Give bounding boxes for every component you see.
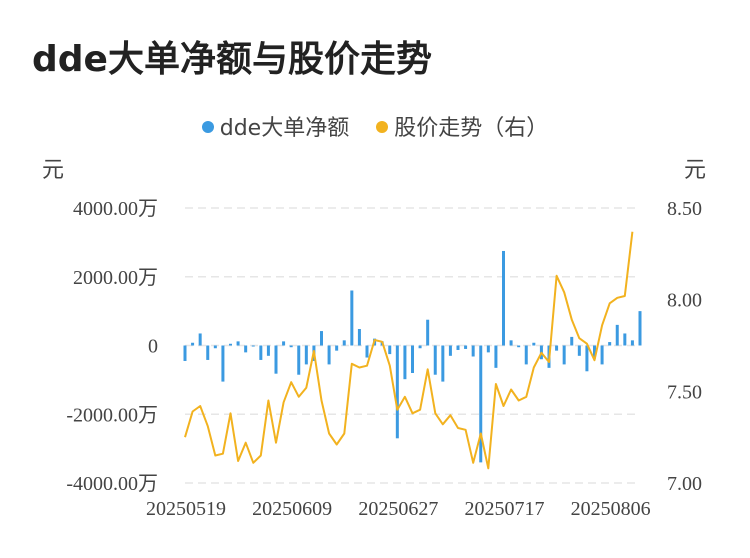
left-tick-label: 0 <box>148 336 158 358</box>
bar-mark[interactable] <box>221 345 225 382</box>
bar-mark[interactable] <box>502 250 505 346</box>
bar-mark[interactable] <box>577 345 581 356</box>
bar-mark[interactable] <box>593 345 596 359</box>
bar-mark[interactable] <box>206 345 210 360</box>
legend-item-price[interactable]: 股价走势（右） <box>376 110 548 142</box>
bar-mark[interactable] <box>213 345 217 349</box>
bar-mark[interactable] <box>441 345 445 382</box>
legend-item-dde[interactable]: dde大单净额 <box>201 110 350 142</box>
bar-mark[interactable] <box>304 345 308 365</box>
bar-mark[interactable] <box>433 345 437 375</box>
bar-mark[interactable] <box>471 345 475 357</box>
left-axis-unit: 元 <box>42 158 64 183</box>
bar-mark[interactable] <box>411 345 414 374</box>
bar-mark[interactable] <box>289 345 293 348</box>
bar-mark[interactable] <box>486 345 490 353</box>
bar-mark[interactable] <box>448 345 452 356</box>
x-axis-ticks: 20250519 20250609 20250627 20250717 20250806 <box>146 498 651 520</box>
x-tick-label: 20250627 <box>358 498 438 520</box>
bar-mark[interactable] <box>555 345 559 351</box>
bar-mark[interactable] <box>494 345 498 368</box>
legend-dot-dde <box>201 121 214 133</box>
right-tick-label: 7.00 <box>667 473 702 495</box>
bar-mark[interactable] <box>183 345 187 361</box>
bar-mark[interactable] <box>532 342 536 346</box>
bar-mark[interactable] <box>630 340 634 346</box>
bar-mark[interactable] <box>266 345 270 356</box>
right-axis-unit: 元 <box>684 158 706 183</box>
legend-dot-price <box>376 121 389 133</box>
bar-mark[interactable] <box>236 341 240 346</box>
bar-mark[interactable] <box>395 345 399 439</box>
bar-mark[interactable] <box>623 333 627 346</box>
bar-mark[interactable] <box>327 345 331 365</box>
bar-mark[interactable] <box>229 343 232 346</box>
x-tick-label: 20250609 <box>252 498 332 520</box>
bar-mark[interactable] <box>600 345 604 365</box>
bar-mark[interactable] <box>509 340 513 346</box>
x-tick-label: 20250717 <box>465 498 545 520</box>
price-line[interactable] <box>184 231 634 470</box>
left-tick-label: 2000.00万 <box>73 267 158 289</box>
bar-mark[interactable] <box>426 319 430 346</box>
x-tick-label: 20250806 <box>571 498 651 520</box>
chart-title: dde大单净额与股价走势 <box>32 39 432 80</box>
right-tick-label: 7.50 <box>667 381 702 403</box>
bar-mark[interactable] <box>350 290 354 346</box>
legend: dde大单净额 股价走势（右） <box>0 110 750 142</box>
bar-mark[interactable] <box>191 342 195 346</box>
bar-mark[interactable] <box>357 329 361 346</box>
bar-mark[interactable] <box>615 324 619 346</box>
bar-mark[interactable] <box>456 345 460 350</box>
bar-mark[interactable] <box>251 345 255 347</box>
bar-mark[interactable] <box>320 331 323 346</box>
bar-mark[interactable] <box>365 345 369 358</box>
bar-mark[interactable] <box>638 311 642 346</box>
bar-mark[interactable] <box>297 345 301 375</box>
bar-mark[interactable] <box>418 345 422 349</box>
bar-mark[interactable] <box>388 345 392 355</box>
legend-label-dde: dde大单净额 <box>219 116 350 141</box>
right-tick-label: 8.50 <box>667 198 702 220</box>
bar-mark[interactable] <box>562 345 566 365</box>
bar-mark[interactable] <box>403 345 407 380</box>
bar-mark[interactable] <box>259 345 263 360</box>
bar-series <box>183 250 642 463</box>
bar-mark[interactable] <box>608 342 612 346</box>
bar-mark[interactable] <box>282 341 286 346</box>
bar-mark[interactable] <box>570 336 574 346</box>
bar-mark[interactable] <box>585 345 589 372</box>
bar-mark[interactable] <box>335 345 339 351</box>
right-axis-ticks: 8.50 8.00 7.50 7.00 <box>667 198 702 495</box>
bar-mark[interactable] <box>479 345 483 463</box>
legend-label-price: 股价走势（右） <box>394 116 549 141</box>
bar-mark[interactable] <box>524 345 528 365</box>
right-tick-label: 8.00 <box>667 290 702 312</box>
bar-mark[interactable] <box>464 345 468 349</box>
bar-mark[interactable] <box>198 333 202 346</box>
bar-mark[interactable] <box>274 345 278 374</box>
bar-mark[interactable] <box>342 340 346 346</box>
left-axis-ticks: 4000.00万 2000.00万 0 -2000.00万 -4000.00万 <box>66 198 158 495</box>
x-tick-label: 20250519 <box>146 498 226 520</box>
left-tick-label: -2000.00万 <box>66 404 158 426</box>
line-series <box>184 231 634 470</box>
bar-mark[interactable] <box>517 345 521 348</box>
left-tick-label: 4000.00万 <box>73 198 158 220</box>
bar-mark[interactable] <box>244 345 248 353</box>
left-tick-label: -4000.00万 <box>66 473 158 495</box>
